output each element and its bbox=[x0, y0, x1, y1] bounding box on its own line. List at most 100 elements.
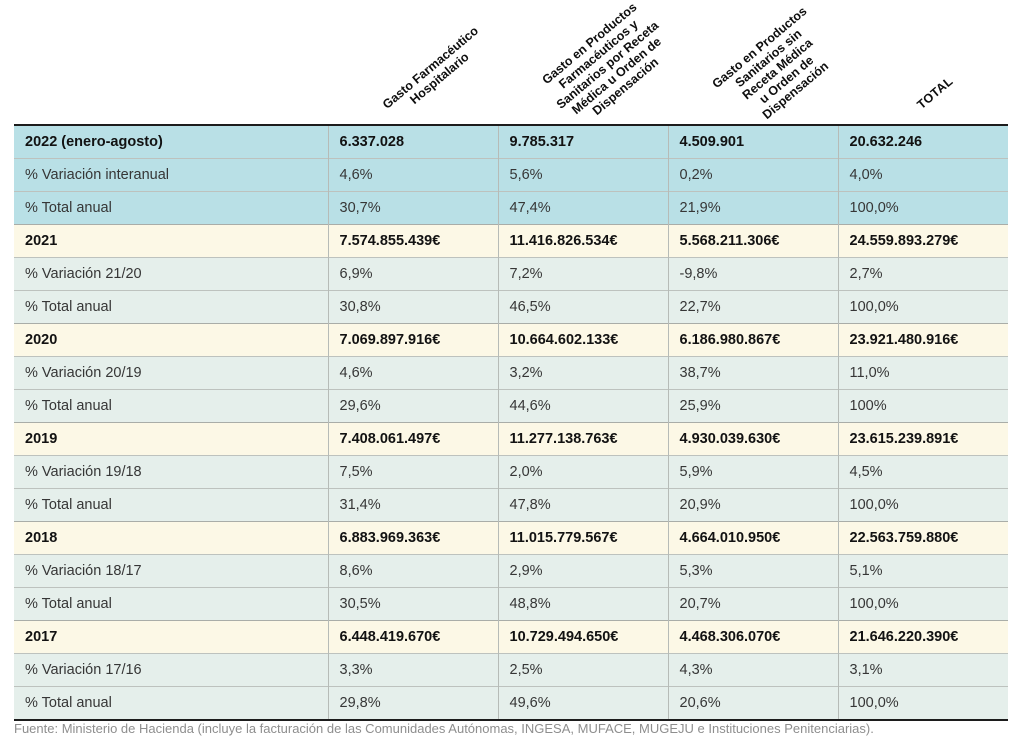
table-row: % Variación 21/20 6,9% 7,2% -9,8% 2,7% bbox=[14, 257, 1008, 291]
value-cell: 11.015.779.567€ bbox=[497, 521, 668, 555]
table-row: % Variación interanual 4,6% 5,6% 0,2% 4,0% bbox=[14, 158, 1008, 192]
table-row: % Variación 18/17 8,6% 2,9% 5,3% 5,1% bbox=[14, 554, 1008, 588]
year-row: 2019 7.408.061.497€ 11.277.138.763€ 4.930.0… bbox=[14, 422, 1008, 456]
value-cell: 6.186.980.867€ bbox=[667, 323, 838, 357]
row-label: 2021 bbox=[14, 224, 328, 258]
row-label: % Variación 18/17 bbox=[14, 554, 328, 588]
value-cell: 5,3% bbox=[667, 554, 838, 588]
row-label: % Variación interanual bbox=[14, 158, 328, 192]
value-cell: 20,7% bbox=[667, 587, 838, 621]
value-cell: 38,7% bbox=[667, 356, 838, 390]
value-cell: 6.448.419.670€ bbox=[327, 620, 498, 654]
row-label: % Variación 20/19 bbox=[14, 356, 328, 390]
value-cell: 10.664.602.133€ bbox=[497, 323, 668, 357]
value-cell: 100,0% bbox=[837, 191, 1008, 225]
value-cell: 5,9% bbox=[667, 455, 838, 489]
year-row: 2022 (enero-agosto) 6.337.028 9.785.317 4.5… bbox=[14, 125, 1008, 159]
row-label: 2022 (enero-agosto) bbox=[14, 125, 328, 159]
value-cell: -9,8% bbox=[667, 257, 838, 291]
row-label: 2018 bbox=[14, 521, 328, 555]
value-cell: 4,0% bbox=[837, 158, 1008, 192]
value-cell: 23.921.480.916€ bbox=[837, 323, 1008, 357]
value-cell: 47,4% bbox=[497, 191, 668, 225]
value-cell: 22.563.759.880€ bbox=[837, 521, 1008, 555]
value-cell: 4,5% bbox=[837, 455, 1008, 489]
value-cell: 4.930.039.630€ bbox=[667, 422, 838, 456]
row-label: % Total anual bbox=[14, 290, 328, 324]
value-cell: 21.646.220.390€ bbox=[837, 620, 1008, 654]
table-row: % Total anual 29,6% 44,6% 25,9% 100% bbox=[14, 389, 1008, 423]
value-cell: 4.664.010.950€ bbox=[667, 521, 838, 555]
table-row: % Total anual 30,5% 48,8% 20,7% 100,0% bbox=[14, 587, 1008, 621]
row-label: % Total anual bbox=[14, 191, 328, 225]
value-cell: 2,5% bbox=[497, 653, 668, 687]
value-cell: 4.509.901 bbox=[667, 125, 838, 159]
value-cell: 29,6% bbox=[327, 389, 498, 423]
value-cell: 4,3% bbox=[667, 653, 838, 687]
table-row: % Total anual 30,7% 47,4% 21,9% 100,0% bbox=[14, 191, 1008, 225]
row-label: 2019 bbox=[14, 422, 328, 456]
value-cell: 5.568.211.306€ bbox=[667, 224, 838, 258]
value-cell: 5,1% bbox=[837, 554, 1008, 588]
value-cell: 6.883.969.363€ bbox=[327, 521, 498, 555]
value-cell: 25,9% bbox=[667, 389, 838, 423]
row-label: % Total anual bbox=[14, 587, 328, 621]
column-header-line: TOTAL bbox=[914, 74, 956, 112]
value-cell: 2,0% bbox=[497, 455, 668, 489]
value-cell: 20,9% bbox=[667, 488, 838, 522]
value-cell: 2,7% bbox=[837, 257, 1008, 291]
column-header: Gasto Farmacéutico Hospitalario bbox=[376, 20, 494, 125]
value-cell: 3,1% bbox=[837, 653, 1008, 687]
value-cell: 6.337.028 bbox=[327, 125, 498, 159]
row-label: % Total anual bbox=[14, 389, 328, 423]
column-header: Gasto en Productos Sanitarios sin Receta M… bbox=[699, 0, 855, 142]
row-label: % Variación 19/18 bbox=[14, 455, 328, 489]
value-cell: 11,0% bbox=[837, 356, 1008, 390]
column-header-line: Hospitalario bbox=[407, 49, 472, 107]
value-cell: 8,6% bbox=[327, 554, 498, 588]
row-label: 2017 bbox=[14, 620, 328, 654]
value-cell: 23.615.239.891€ bbox=[837, 422, 1008, 456]
table-row: % Total anual 31,4% 47,8% 20,9% 100,0% bbox=[14, 488, 1008, 522]
value-cell: 24.559.893.279€ bbox=[837, 224, 1008, 258]
year-row: 2017 6.448.419.670€ 10.729.494.650€ 4.468.3… bbox=[14, 620, 1008, 654]
value-cell: 2,9% bbox=[497, 554, 668, 588]
value-cell: 10.729.494.650€ bbox=[497, 620, 668, 654]
gasto-farmaceutico-table: 2022 (enero-agosto) 6.337.028 9.785.317 4.5… bbox=[14, 124, 1008, 721]
year-row: 2018 6.883.969.363€ 11.015.779.567€ 4.664.0… bbox=[14, 521, 1008, 555]
row-label: 2020 bbox=[14, 323, 328, 357]
column-header-line: Gasto Farmacéutico bbox=[379, 23, 482, 112]
value-cell: 31,4% bbox=[327, 488, 498, 522]
value-cell: 4,6% bbox=[327, 158, 498, 192]
value-cell: 9.785.317 bbox=[497, 125, 668, 159]
value-cell: 44,6% bbox=[497, 389, 668, 423]
value-cell: 7,2% bbox=[497, 257, 668, 291]
row-label: % Total anual bbox=[14, 686, 328, 720]
value-cell: 7.408.061.497€ bbox=[327, 422, 498, 456]
value-cell: 100,0% bbox=[837, 686, 1008, 720]
value-cell: 4.468.306.070€ bbox=[667, 620, 838, 654]
value-cell: 100,0% bbox=[837, 587, 1008, 621]
value-cell: 30,7% bbox=[327, 191, 498, 225]
row-label: % Variación 17/16 bbox=[14, 653, 328, 687]
table-row: % Variación 19/18 7,5% 2,0% 5,9% 4,5% bbox=[14, 455, 1008, 489]
value-cell: 0,2% bbox=[667, 158, 838, 192]
value-cell: 3,3% bbox=[327, 653, 498, 687]
table-row: % Total anual 29,8% 49,6% 20,6% 100,0% bbox=[14, 686, 1008, 720]
value-cell: 7,5% bbox=[327, 455, 498, 489]
value-cell: 5,6% bbox=[497, 158, 668, 192]
column-headers: Gasto Farmacéutico Hospitalario Gasto en P… bbox=[0, 0, 1024, 124]
value-cell: 100,0% bbox=[837, 488, 1008, 522]
value-cell: 4,6% bbox=[327, 356, 498, 390]
value-cell: 7.574.855.439€ bbox=[327, 224, 498, 258]
value-cell: 11.277.138.763€ bbox=[497, 422, 668, 456]
value-cell: 6,9% bbox=[327, 257, 498, 291]
table-row: % Variación 20/19 4,6% 3,2% 38,7% 11,0% bbox=[14, 356, 1008, 390]
row-label: % Variación 21/20 bbox=[14, 257, 328, 291]
value-cell: 46,5% bbox=[497, 290, 668, 324]
value-cell: 100,0% bbox=[837, 290, 1008, 324]
table-row: % Total anual 30,8% 46,5% 22,7% 100,0% bbox=[14, 290, 1008, 324]
source-note: Fuente: Ministerio de Hacienda (incluye … bbox=[14, 721, 874, 736]
value-cell: 48,8% bbox=[497, 587, 668, 621]
